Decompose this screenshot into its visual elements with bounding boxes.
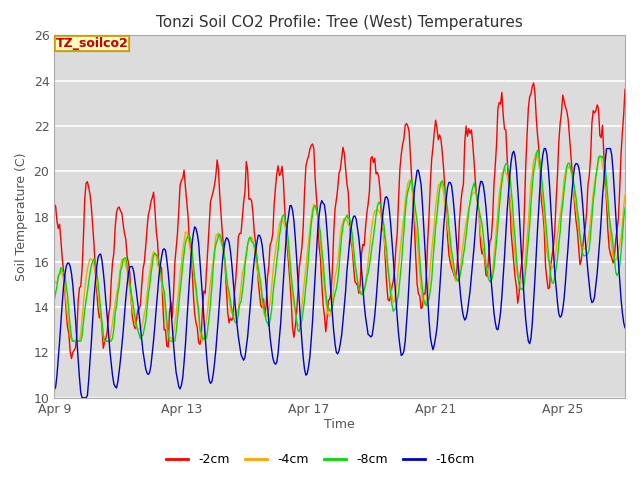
Line: -8cm: -8cm xyxy=(54,150,625,341)
-16cm xyxy=(503,208,511,214)
-16cm xyxy=(540,146,548,152)
-16cm xyxy=(51,387,58,393)
-16cm xyxy=(576,172,584,178)
-8cm xyxy=(69,338,77,344)
-4cm xyxy=(576,235,584,241)
-16cm xyxy=(492,319,499,325)
Title: Tonzi Soil CO2 Profile: Tree (West) Temperatures: Tonzi Soil CO2 Profile: Tree (West) Temp… xyxy=(156,15,523,30)
-2cm xyxy=(95,315,103,321)
-4cm xyxy=(621,192,629,198)
Line: -16cm: -16cm xyxy=(54,149,625,398)
Line: -2cm: -2cm xyxy=(54,83,625,359)
-8cm xyxy=(448,248,456,254)
-2cm xyxy=(448,265,456,271)
-4cm xyxy=(492,241,499,247)
-16cm xyxy=(448,182,456,188)
-8cm xyxy=(621,205,629,211)
-2cm xyxy=(383,281,390,287)
-2cm xyxy=(68,356,76,361)
-4cm xyxy=(532,149,540,155)
-8cm xyxy=(503,161,511,167)
-16cm xyxy=(78,395,86,401)
Legend:  xyxy=(55,36,129,51)
-4cm xyxy=(68,338,76,344)
-16cm xyxy=(383,194,390,200)
-8cm xyxy=(576,232,584,238)
-8cm xyxy=(95,292,103,298)
-16cm xyxy=(95,252,103,258)
-4cm xyxy=(51,281,58,287)
-4cm xyxy=(448,257,456,263)
Line: -4cm: -4cm xyxy=(54,152,625,341)
-2cm xyxy=(621,86,629,92)
-2cm xyxy=(503,155,511,161)
-4cm xyxy=(383,259,390,265)
-8cm xyxy=(51,297,58,303)
-8cm xyxy=(383,247,390,253)
-2cm xyxy=(576,262,584,267)
-4cm xyxy=(95,302,103,308)
-2cm xyxy=(492,163,499,169)
-4cm xyxy=(503,172,511,178)
Legend: -2cm, -4cm, -8cm, -16cm: -2cm, -4cm, -8cm, -16cm xyxy=(161,448,479,471)
-16cm xyxy=(621,325,629,331)
-8cm xyxy=(534,147,541,153)
-2cm xyxy=(530,80,538,86)
Y-axis label: Soil Temperature (C): Soil Temperature (C) xyxy=(15,152,28,281)
-8cm xyxy=(492,252,499,258)
X-axis label: Time: Time xyxy=(324,419,355,432)
-2cm xyxy=(51,202,58,207)
